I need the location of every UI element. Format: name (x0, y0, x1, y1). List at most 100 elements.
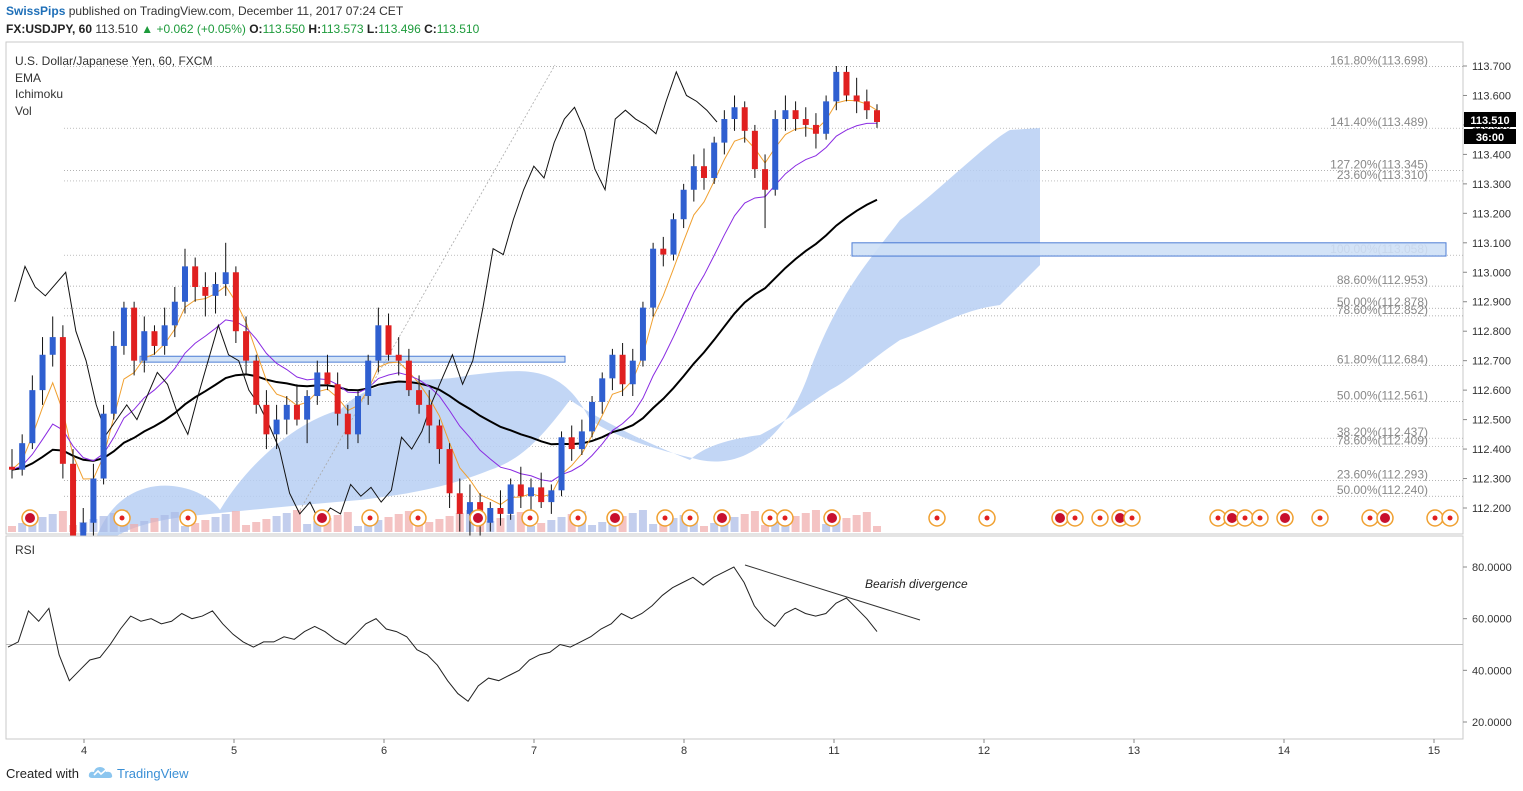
current-price-badge: 113.510 36:00 (1464, 112, 1516, 144)
volume-bar (150, 518, 159, 532)
author-name[interactable]: SwissPips (6, 4, 66, 18)
tradingview-brand[interactable]: TradingView (117, 766, 189, 781)
volume-bar (649, 524, 658, 532)
event-dot-icon (827, 513, 837, 523)
candle-up (355, 396, 361, 435)
resistance-zone[interactable] (851, 242, 1447, 257)
candle-up (711, 142, 718, 178)
event-dot-icon (1317, 515, 1323, 521)
candle-down (395, 354, 402, 361)
candle-down (874, 110, 880, 122)
open-value: 113.550 (262, 22, 306, 36)
candle-up (833, 71, 840, 102)
volume-bar (272, 516, 281, 532)
candle-down (344, 413, 351, 435)
time-tick-label: 12 (978, 745, 990, 757)
volume-bar (700, 526, 708, 532)
price-tick-label: 112.200 (1472, 503, 1511, 515)
time-tick-label: 14 (1278, 745, 1290, 757)
rsi-pane[interactable]: RSI 80.0000 60.0000 40.0000 20.0000 Bearish… (5, 535, 1512, 740)
candle-down (416, 390, 423, 405)
event-dot-icon (687, 515, 693, 521)
candle-up (304, 396, 311, 420)
event-dot-icon (717, 513, 727, 523)
volume-bar (38, 517, 47, 532)
rsi-tick-label: 20.0000 (1472, 717, 1512, 729)
candle-down (436, 425, 443, 450)
event-dot-icon (1215, 515, 1221, 521)
time-tick-label: 5 (231, 745, 237, 757)
time-tick-label: 15 (1428, 745, 1440, 757)
volume-bar (191, 523, 200, 532)
event-dot-icon (1129, 515, 1135, 521)
volume-bar (221, 514, 230, 532)
time-tick-label: 11 (828, 745, 839, 757)
volume-bar (832, 521, 841, 532)
candle-down (701, 166, 707, 178)
candle-up (721, 119, 728, 143)
candle-up (39, 354, 46, 391)
candle-up (375, 325, 382, 361)
low-label: L: (366, 22, 379, 36)
candle-down (568, 437, 575, 450)
price-tick-label: 113.400 (1472, 149, 1511, 161)
current-price-label: 113.510 (1470, 115, 1509, 127)
price-tick-label: 113.100 (1472, 238, 1511, 250)
volume-bar (140, 521, 149, 532)
volume-bar (588, 525, 597, 532)
candle-down (863, 101, 870, 111)
event-dot-icon (1380, 513, 1390, 523)
volume-bar (557, 517, 566, 532)
tradingview-cloud-icon[interactable] (88, 764, 114, 780)
time-axis[interactable]: 4 5 6 7 8 11 12 13 14 15 (81, 739, 1440, 757)
fib-level-label: 23.60%(112.293) (1337, 468, 1428, 482)
fib-level-label: 38.20%(112.437) (1337, 425, 1428, 439)
open-label: O: (249, 22, 263, 36)
tenkan-line (11, 99, 878, 506)
volume-bar (313, 521, 322, 532)
rsi-tick-label: 60.0000 (1472, 614, 1512, 626)
price-tick-label: 112.500 (1472, 415, 1511, 427)
volume-bar (547, 520, 556, 532)
candle-up (558, 437, 565, 491)
price-tick-label: 113.700 (1472, 61, 1511, 73)
candle-down (151, 331, 158, 346)
indicator-lines (11, 64, 878, 524)
candle-up (690, 166, 697, 190)
event-dot-icon (782, 515, 788, 521)
volume-bar (18, 523, 27, 532)
candle-up (283, 404, 290, 420)
candle-down (497, 508, 504, 514)
ema-line (11, 198, 878, 471)
published-text: published on TradingView.com, December 1… (68, 4, 404, 18)
economic-events[interactable] (21, 509, 1459, 527)
time-tick-label: 7 (531, 745, 537, 757)
candle-up (212, 284, 219, 296)
candle-down (792, 110, 799, 120)
volume-bar (811, 510, 820, 532)
candle-up (487, 508, 494, 523)
event-dot-icon (767, 515, 773, 521)
price-tick-label: 113.000 (1472, 267, 1511, 279)
event-dot-icon (527, 515, 533, 521)
candle-down (660, 248, 667, 255)
volume-bar (822, 524, 831, 532)
volume-bar (801, 513, 810, 532)
rsi-axis[interactable]: 80.0000 60.0000 40.0000 20.0000 (1463, 562, 1512, 729)
close-label: C: (424, 22, 437, 36)
candle-up (141, 331, 148, 361)
candle-up (507, 484, 514, 514)
volume-bar (862, 512, 871, 532)
symbol-label: FX:USDJPY, 60 (6, 22, 93, 36)
support-zone[interactable] (139, 355, 566, 363)
volume-bar (8, 526, 16, 532)
price-pane[interactable]: 161.80%(113.698) 141.40%(113.489) 127.20%(… (5, 41, 1516, 567)
volume-bar (160, 515, 169, 532)
candle-up (365, 360, 372, 397)
price-tick-label: 113.600 (1472, 90, 1511, 102)
event-dot-icon (610, 513, 620, 523)
event-dot-icon (119, 515, 125, 521)
candle-up (171, 301, 178, 326)
chart-area[interactable]: 161.80%(113.698) 141.40%(113.489) 127.20%(… (0, 40, 1523, 760)
divergence-trendline[interactable] (744, 564, 921, 621)
